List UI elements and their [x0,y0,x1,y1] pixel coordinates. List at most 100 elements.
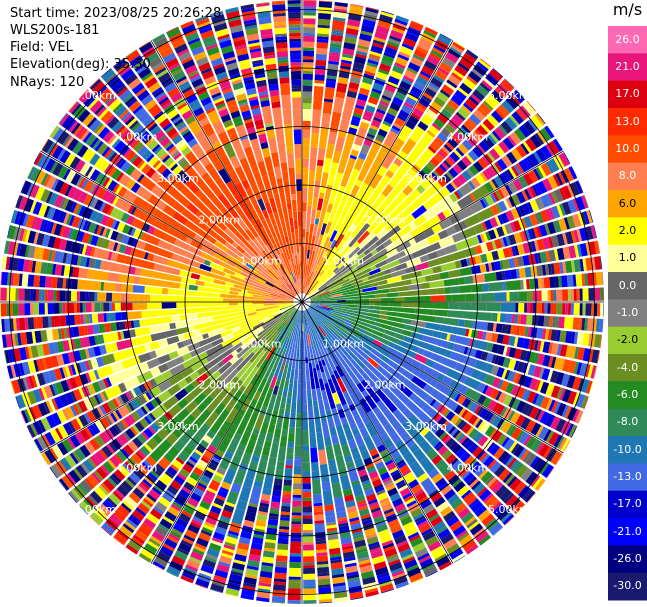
velocity-gate [214,293,221,298]
velocity-gate [533,253,539,264]
velocity-gate [81,148,91,160]
velocity-gate [180,186,190,196]
velocity-gate [287,304,294,307]
velocity-gate [72,326,80,338]
velocity-gate [565,345,571,358]
velocity-gate [461,470,471,480]
velocity-gate [494,464,506,478]
velocity-gate [356,200,366,211]
velocity-gate [331,407,338,415]
velocity-gate [86,324,94,335]
velocity-gate [101,344,107,355]
velocity-gate [24,229,31,243]
velocity-gate [83,398,94,410]
velocity-gate [167,308,180,316]
velocity-gate [350,287,357,292]
velocity-gate [284,297,294,301]
velocity-gate [267,269,280,281]
velocity-gate [539,341,545,353]
velocity-gate [386,43,399,51]
velocity-gate [303,532,314,536]
velocity-gate [153,506,165,515]
velocity-gate [329,402,336,410]
velocity-gate [451,443,463,455]
velocity-gate [231,562,245,571]
velocity-gate [200,251,216,263]
velocity-gate [34,186,45,201]
velocity-gate [294,368,299,381]
velocity-gate [36,344,45,357]
velocity-gate [120,161,131,173]
velocity-gate [501,100,515,114]
velocity-gate [407,61,421,73]
velocity-gate [314,340,320,350]
velocity-gate [524,389,531,401]
velocity-gate [339,296,355,300]
velocity-gate [433,152,445,163]
velocity-gate [106,193,117,205]
velocity-gate [78,267,89,279]
velocity-gate [493,228,500,238]
velocity-gate [260,499,270,505]
velocity-gate [348,307,358,311]
velocity-gate [102,378,110,388]
velocity-gate [437,132,449,143]
velocity-gate [231,332,244,342]
velocity-gate [447,74,461,86]
velocity-gate [533,365,542,378]
velocity-gate [473,527,486,538]
velocity-gate [96,225,103,236]
velocity-gate [577,212,585,226]
velocity-gate [123,444,134,456]
velocity-gate [409,344,420,353]
velocity-gate [480,422,491,434]
velocity-gate [459,421,468,431]
velocity-gate [439,164,448,173]
velocity-gate [594,207,602,222]
velocity-gate [339,531,351,539]
velocity-gate [188,259,201,269]
velocity-gate [388,162,400,174]
velocity-gate [342,306,349,310]
velocity-gate [167,535,179,544]
velocity-gate [501,436,510,448]
velocity-gate [518,302,525,313]
velocity-gate [510,324,518,335]
velocity-gate [317,276,323,282]
velocity-gate [413,386,430,401]
velocity-gate [216,389,228,402]
velocity-gate [358,238,370,249]
velocity-gate [366,378,380,393]
velocity-gate [357,39,371,48]
velocity-gate [38,303,45,315]
velocity-gate [117,465,130,478]
velocity-gate [333,369,341,380]
velocity-gate [364,421,378,438]
velocity-gate [500,302,516,313]
velocity-gate [108,151,118,162]
velocity-gate [101,390,109,401]
velocity-gate [168,484,179,493]
velocity-gate [443,159,452,169]
velocity-gate [422,403,432,414]
velocity-gate [285,305,294,310]
velocity-gate [286,307,296,317]
velocity-gate [511,89,526,104]
velocity-gate [320,323,326,330]
velocity-gate [155,479,168,491]
velocity-gate [246,385,258,401]
velocity-gate [302,284,304,294]
velocity-gate [273,312,282,318]
velocity-gate [497,392,508,404]
velocity-gate [274,469,284,480]
velocity-gate [454,260,463,269]
velocity-gate [34,152,43,166]
velocity-gate [257,588,271,593]
velocity-gate [306,324,312,340]
velocity-gate [277,340,282,347]
velocity-gate [289,289,296,297]
velocity-gate [101,146,111,157]
velocity-gate [257,331,264,337]
velocity-gate [351,324,361,331]
velocity-gate [88,196,96,208]
